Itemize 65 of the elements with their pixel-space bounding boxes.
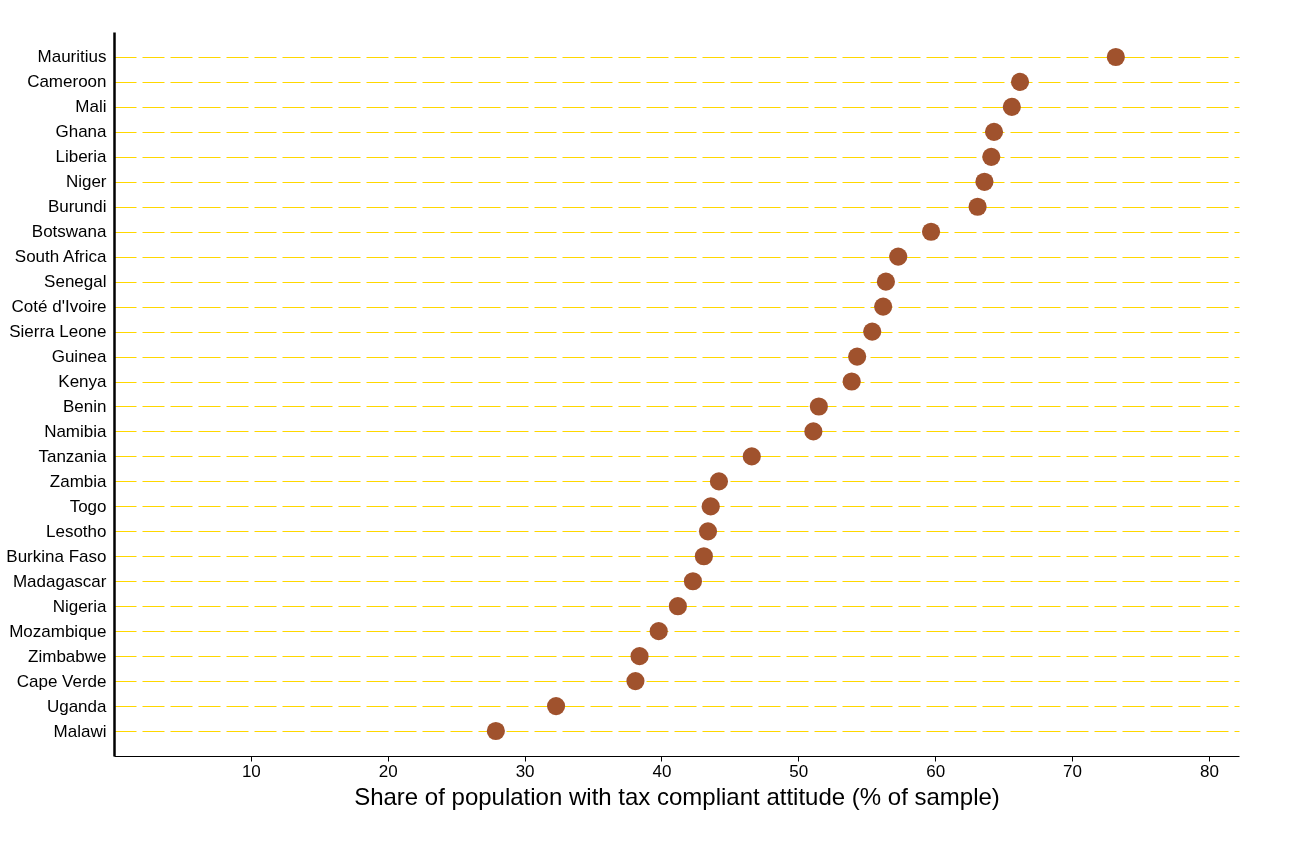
x-tick-label: 40: [652, 761, 672, 781]
point: [701, 497, 720, 516]
y-tick-label: Niger: [65, 172, 107, 192]
y-tick-label: Nigeria: [52, 596, 108, 616]
y-tick-label: Coté d'Ivoire: [11, 297, 107, 317]
y-tick-label: Zambia: [49, 471, 108, 491]
point: [649, 622, 668, 641]
y-tick-label: Sierra Leone: [9, 322, 107, 342]
y-tick-label: Uganda: [46, 696, 108, 716]
y-tick-label: Kenya: [58, 372, 108, 392]
point: [842, 372, 861, 391]
point: [742, 447, 761, 466]
y-tick-label: Liberia: [55, 147, 108, 167]
point: [694, 547, 713, 566]
point: [809, 397, 828, 416]
x-tick-label: 80: [1199, 761, 1219, 781]
x-tick-label: 60: [926, 761, 946, 781]
y-tick-label: Cape Verde: [16, 671, 107, 691]
y-tick-label: Ghana: [55, 122, 108, 142]
y-tick-label: Namibia: [44, 421, 108, 441]
point: [889, 247, 908, 266]
y-tick-label: Lesotho: [46, 521, 107, 541]
point: [546, 697, 566, 716]
y-tick-label: Mauritius: [37, 47, 107, 67]
point: [626, 672, 645, 691]
point: [968, 197, 987, 216]
point: [1106, 47, 1125, 67]
point: [984, 122, 1004, 141]
y-tick-label: Senegal: [44, 272, 107, 292]
y-tick-label: Mali: [75, 97, 107, 117]
point: [698, 522, 718, 541]
point: [709, 472, 729, 491]
y-tick-label: South Africa: [14, 247, 108, 267]
y-tick-label: Benin: [63, 396, 107, 416]
point: [683, 572, 703, 591]
point: [668, 597, 687, 616]
point: [874, 297, 893, 316]
point: [982, 147, 1001, 166]
y-tick-label: Tanzania: [38, 446, 108, 466]
y-tick-label: Burundi: [47, 197, 107, 217]
x-tick-label: 30: [515, 761, 535, 781]
point: [804, 422, 823, 441]
point: [486, 721, 505, 741]
point: [1010, 72, 1030, 91]
x-tick-label: 70: [1063, 761, 1082, 781]
y-tick-label: Burkina Faso: [6, 546, 107, 566]
point: [630, 647, 649, 666]
y-tick-label: Madagascar: [12, 571, 107, 591]
y-tick-label: Botswana: [31, 222, 108, 242]
y-tick-label: Zimbabwe: [28, 646, 107, 666]
point: [848, 347, 867, 366]
y-tick-label: Guinea: [51, 347, 108, 367]
x-tick-label: 50: [789, 761, 809, 781]
x-axis-title: Share of population with tax compliant attitude (% of sample): [354, 782, 1000, 810]
point: [863, 322, 882, 341]
point: [921, 222, 941, 241]
x-tick-label: 10: [241, 761, 261, 781]
y-tick-label: Togo: [69, 496, 107, 516]
x-tick-label: 20: [378, 761, 398, 781]
y-tick-label: Mozambique: [9, 621, 107, 641]
y-tick-label: Cameroon: [27, 72, 107, 92]
point: [876, 272, 895, 291]
point: [975, 172, 994, 191]
y-tick-label: Malawi: [53, 721, 107, 741]
point: [1002, 97, 1021, 116]
